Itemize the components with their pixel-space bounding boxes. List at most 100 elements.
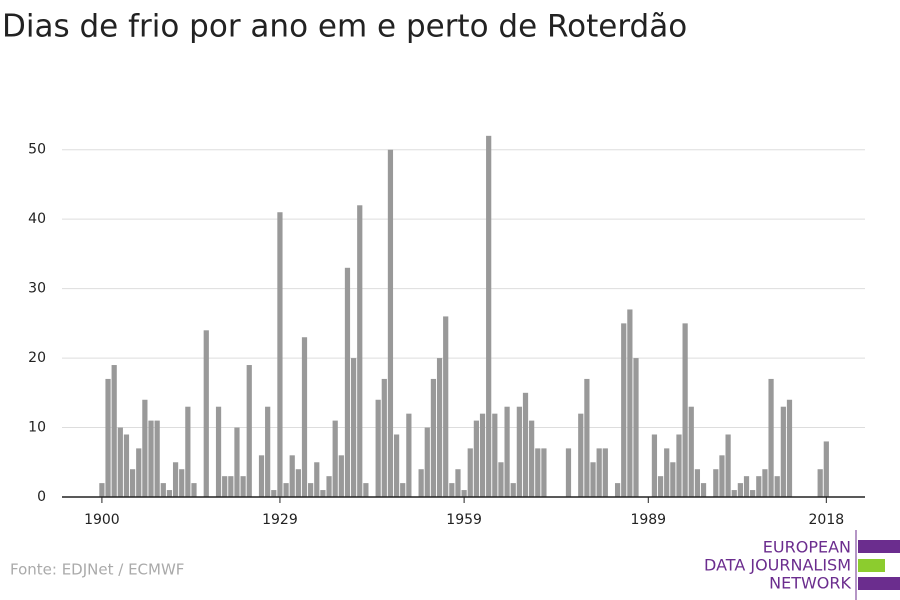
bar [314, 462, 320, 497]
x-tick-label: 1900 [84, 512, 120, 528]
bar [142, 399, 148, 497]
bar [105, 378, 111, 497]
bar [320, 490, 326, 497]
bar [203, 330, 209, 497]
bar [627, 309, 633, 497]
bar [387, 149, 394, 497]
bar [688, 406, 694, 497]
bar [700, 483, 707, 497]
bar [467, 448, 473, 497]
y-tick-label: 30 [28, 281, 46, 297]
bar [357, 205, 363, 498]
bar [185, 406, 191, 497]
bar [768, 378, 774, 497]
x-tick-label: 2018 [809, 512, 845, 528]
bar [817, 469, 823, 497]
bar [743, 476, 750, 497]
bar [277, 212, 283, 497]
bar [522, 392, 529, 497]
bar [111, 365, 117, 497]
bar [633, 358, 639, 497]
bar [756, 476, 762, 497]
bar [363, 483, 369, 497]
logo-bar [858, 577, 900, 590]
bar [160, 483, 166, 497]
bar [418, 469, 424, 497]
bar [621, 323, 627, 497]
bar [148, 420, 154, 497]
bar [737, 483, 743, 497]
bar [129, 469, 136, 497]
bar [750, 490, 756, 497]
bar [682, 323, 688, 497]
bar [516, 406, 522, 497]
x-tick-label: 1959 [446, 512, 482, 528]
bar [614, 483, 621, 497]
bar [578, 413, 584, 497]
bar [455, 469, 461, 497]
bar [719, 455, 725, 497]
bar [166, 490, 173, 497]
bar [651, 434, 658, 497]
bar [529, 420, 535, 497]
bar [123, 434, 130, 497]
bar [381, 378, 387, 497]
bar [541, 448, 547, 497]
bar [725, 434, 731, 497]
bar [780, 406, 786, 497]
bar [786, 399, 793, 497]
y-tick-label: 10 [28, 420, 46, 436]
bar [676, 434, 682, 497]
x-tick-label: 1929 [262, 512, 298, 528]
logo-bar [858, 540, 900, 553]
bar [823, 441, 829, 497]
bar [351, 358, 357, 497]
y-tick-label: 40 [28, 211, 46, 227]
bar [338, 455, 344, 497]
bar [664, 448, 670, 497]
bar [326, 476, 332, 497]
bar [308, 483, 314, 497]
bar [713, 469, 719, 497]
bar [215, 406, 222, 497]
bar [436, 358, 443, 497]
bar [731, 490, 737, 497]
bar [295, 469, 301, 497]
bar [375, 399, 381, 497]
bar [191, 483, 197, 497]
bar [479, 413, 486, 497]
bar [289, 455, 295, 497]
bar [443, 316, 449, 497]
bar [424, 427, 430, 497]
bar [136, 448, 142, 497]
y-tick-label: 50 [28, 142, 46, 158]
logo-bar [858, 559, 885, 572]
bar [406, 413, 412, 497]
bar [504, 406, 510, 497]
logo-text: DATA JOURNALISM [704, 556, 851, 575]
bar [400, 483, 406, 497]
bar [265, 406, 271, 497]
bar [430, 378, 437, 497]
bar [301, 337, 308, 497]
bar [117, 427, 123, 497]
bar [461, 490, 467, 497]
bar [498, 462, 504, 497]
bar [271, 490, 277, 497]
bar [535, 448, 541, 497]
bar [657, 476, 664, 497]
bar [222, 476, 228, 497]
bar [670, 462, 676, 497]
y-tick-label: 20 [28, 350, 46, 366]
bar [246, 365, 252, 497]
chart-title: Dias de frio por ano em e perto de Roter… [2, 9, 687, 45]
bar [172, 462, 179, 497]
bar [234, 427, 240, 497]
bar [99, 483, 105, 497]
y-tick-label: 0 [37, 489, 46, 505]
bar [492, 413, 498, 497]
source: Fonte: EDJNet / ECMWF [10, 561, 184, 579]
bar [486, 135, 492, 497]
bar [596, 448, 602, 497]
